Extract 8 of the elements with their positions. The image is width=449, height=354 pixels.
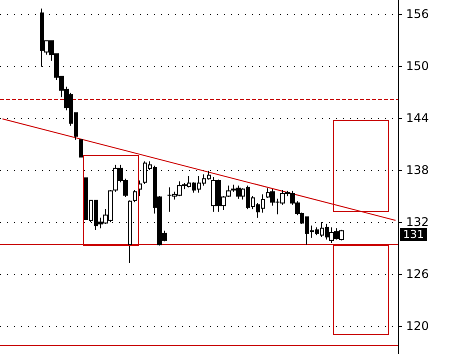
y-tick-label: 120 [406, 319, 429, 334]
y-tick-label: 126 [406, 267, 429, 282]
text: 131 [403, 228, 424, 241]
y-tick-label: 132 [406, 215, 429, 230]
y-tick-label: 144 [406, 111, 429, 125]
y-tick-label: 150 [406, 58, 429, 73]
y-tick-label: 138 [406, 163, 429, 178]
y-tick-label: 156 [406, 6, 429, 21]
